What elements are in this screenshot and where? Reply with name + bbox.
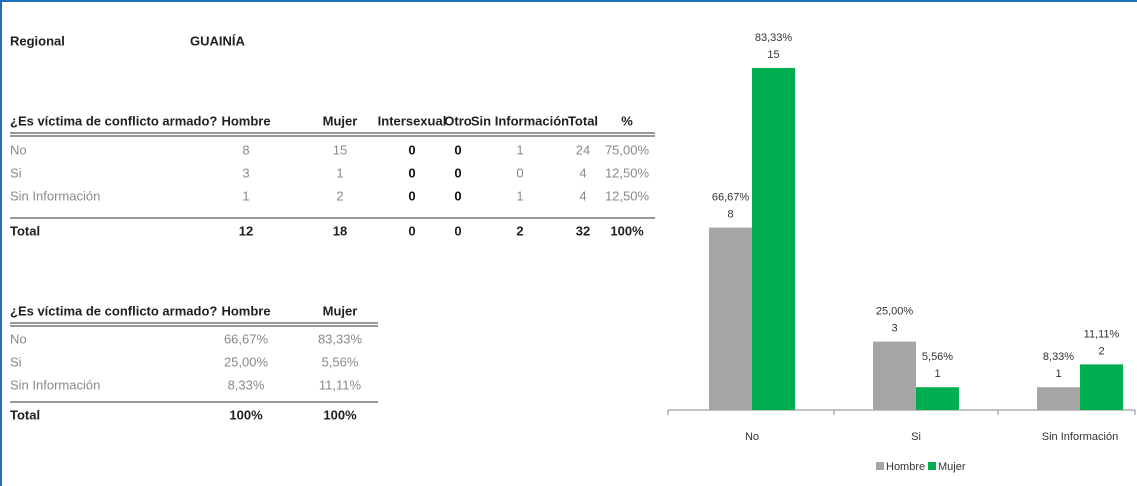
cell: 1: [516, 188, 523, 203]
bar: [709, 227, 752, 410]
total-cell: 32: [576, 223, 590, 238]
bar: [752, 68, 795, 410]
cell: No: [10, 142, 27, 157]
cell: 1: [242, 188, 249, 203]
data-label: 2: [1098, 345, 1104, 357]
header-cell: %: [621, 113, 633, 128]
cell: 1: [516, 142, 523, 157]
legend-label: Hombre: [886, 461, 925, 473]
header-cell: Intersexual: [378, 113, 447, 128]
total-cell: 12: [239, 223, 253, 238]
header-cell: Total: [568, 113, 598, 128]
header-cell: Mujer: [323, 303, 358, 318]
cell: 0: [454, 188, 461, 203]
percent-label: 5,56%: [922, 351, 953, 363]
legend-swatch: [928, 462, 936, 470]
cell: 1: [336, 165, 343, 180]
cell: 0: [408, 188, 415, 203]
header-cell: Otro: [444, 113, 472, 128]
header-cell: Hombre: [221, 113, 270, 128]
cell: 4: [579, 165, 586, 180]
cell: Si: [10, 354, 22, 369]
regional-value: GUAINÍA: [190, 33, 246, 48]
x-tick-label: No: [745, 431, 759, 443]
cell: 0: [408, 165, 415, 180]
total-cell: 0: [408, 223, 415, 238]
cell: 0: [408, 142, 415, 157]
cell: Si: [10, 165, 22, 180]
cell: 66,67%: [224, 331, 269, 346]
total-cell: 18: [333, 223, 347, 238]
x-tick-label: Si: [911, 431, 921, 443]
header-cell: Sin Información: [471, 113, 569, 128]
total-cell: 100%: [229, 407, 263, 422]
cell: 0: [454, 142, 461, 157]
bar: [1080, 364, 1123, 410]
cell: 4: [579, 188, 586, 203]
percent-label: 66,67%: [712, 192, 750, 204]
cell: 5,56%: [322, 354, 359, 369]
total-cell: 100%: [610, 223, 644, 238]
cell: 0: [516, 165, 523, 180]
total-cell: Total: [10, 407, 40, 422]
percent-label: 8,33%: [1043, 351, 1074, 363]
percent-label: 25,00%: [876, 306, 914, 318]
header-cell: Hombre: [221, 303, 270, 318]
bar: [916, 387, 959, 410]
data-label: 3: [891, 323, 897, 335]
cell: No: [10, 331, 27, 346]
cell: 12,50%: [605, 165, 650, 180]
total-cell: 0: [454, 223, 461, 238]
cell: 0: [454, 165, 461, 180]
cell: 75,00%: [605, 142, 650, 157]
bar: [873, 341, 916, 410]
cell: 83,33%: [318, 331, 363, 346]
percent-label: 11,11%: [1084, 328, 1120, 340]
data-label: 8: [727, 209, 733, 221]
header-cell: ¿Es víctima de conflicto armado?: [10, 113, 217, 128]
cell: 2: [336, 188, 343, 203]
cell: 12,50%: [605, 188, 650, 203]
bar: [1037, 387, 1080, 410]
header-cell: Mujer: [323, 113, 358, 128]
cell: 11,11%: [319, 377, 362, 392]
cell: 8: [242, 142, 249, 157]
total-cell: 100%: [323, 407, 357, 422]
total-cell: 2: [516, 223, 523, 238]
regional-label: Regional: [10, 33, 65, 48]
data-label: 15: [767, 49, 779, 61]
total-cell: Total: [10, 223, 40, 238]
cell: 15: [333, 142, 347, 157]
cell: 8,33%: [228, 377, 265, 392]
x-tick-label: Sin Información: [1042, 431, 1118, 443]
header-cell: ¿Es víctima de conflicto armado?: [10, 303, 217, 318]
data-label: 1: [934, 368, 940, 380]
legend-label: Mujer: [938, 461, 966, 473]
cell: 3: [242, 165, 249, 180]
cell: 25,00%: [224, 354, 269, 369]
cell: Sin Información: [10, 377, 100, 392]
percent-label: 83,33%: [755, 32, 793, 44]
legend-swatch: [876, 462, 884, 470]
cell: Sin Información: [10, 188, 100, 203]
cell: 24: [576, 142, 590, 157]
data-label: 1: [1055, 368, 1061, 380]
